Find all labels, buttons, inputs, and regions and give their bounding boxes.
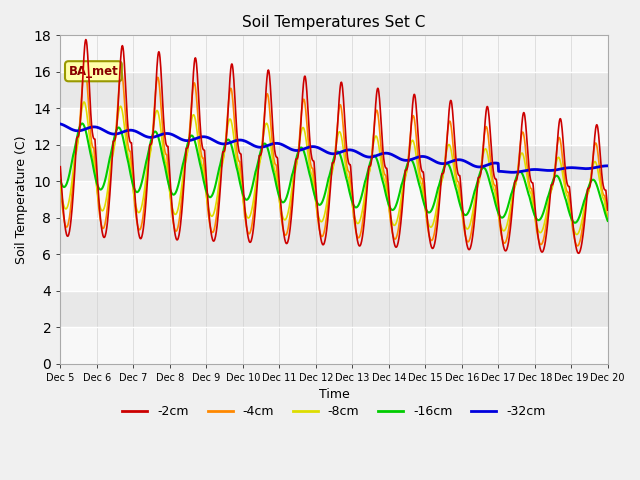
Bar [60, 36, 608, 72]
Bar [60, 145, 608, 181]
Text: BA_met: BA_met [68, 65, 118, 78]
Bar [60, 108, 608, 145]
Bar [60, 254, 608, 291]
X-axis label: Time: Time [319, 388, 349, 401]
Bar [60, 327, 608, 364]
Bar [60, 181, 608, 218]
Bar [60, 72, 608, 108]
Legend: -2cm, -4cm, -8cm, -16cm, -32cm: -2cm, -4cm, -8cm, -16cm, -32cm [117, 400, 551, 423]
Bar [60, 291, 608, 327]
Bar [60, 218, 608, 254]
Title: Soil Temperatures Set C: Soil Temperatures Set C [243, 15, 426, 30]
Y-axis label: Soil Temperature (C): Soil Temperature (C) [15, 135, 28, 264]
